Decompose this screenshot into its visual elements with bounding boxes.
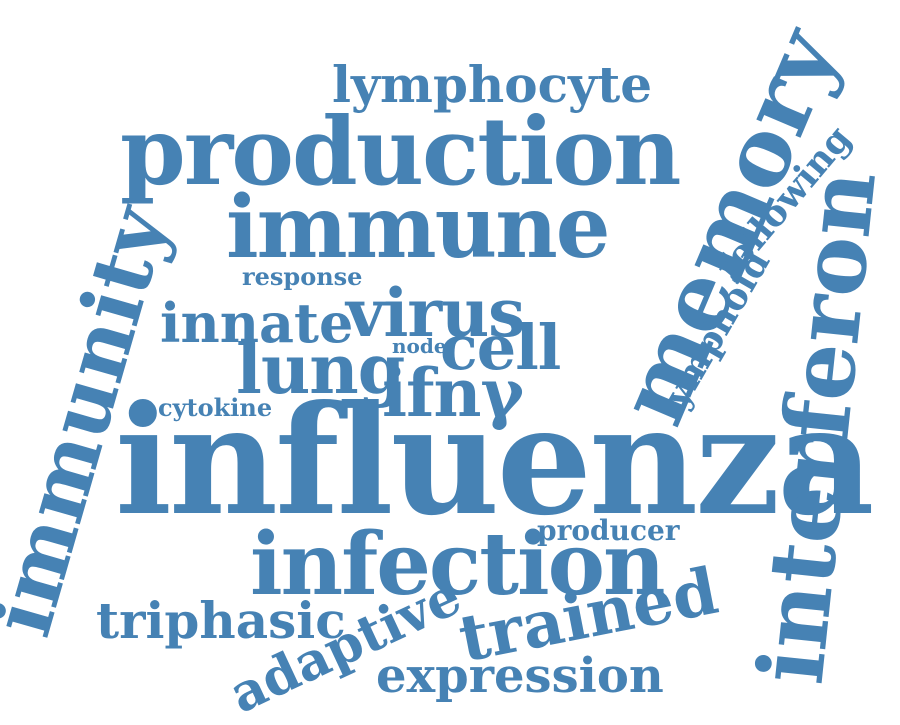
word-ifny: ifnγ [382, 354, 524, 432]
word-cytokine: cytokine [158, 393, 273, 422]
word-lung: lung [236, 330, 405, 410]
word-immune: immune [226, 177, 610, 278]
word-response: response [242, 262, 363, 291]
word-node: node [392, 334, 447, 358]
word-innate: innate [160, 291, 354, 355]
word-producer: producer [537, 514, 680, 547]
word-expression: expression [376, 648, 664, 704]
word-lymphocyte: lymphocyte [332, 55, 653, 114]
word-virus: virus [346, 274, 525, 352]
word-triphasic: triphasic [96, 591, 346, 650]
word-influenza: influenza [115, 373, 874, 549]
word-cell: cell [440, 311, 561, 384]
word-infection: infection [250, 514, 666, 615]
word-production: production [120, 97, 681, 207]
